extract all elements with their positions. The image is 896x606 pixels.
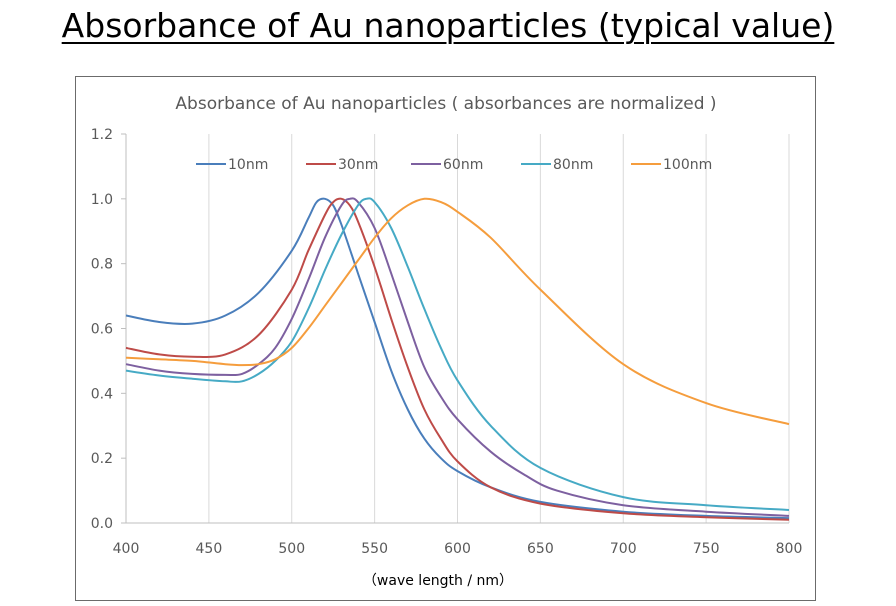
y-tick-label: 0.4 xyxy=(91,386,113,402)
legend-label-10nm: 10nm xyxy=(228,157,268,173)
y-tick-label: 0.6 xyxy=(91,322,113,338)
x-tick-label: 700 xyxy=(610,541,637,557)
x-tick-label: 450 xyxy=(196,541,223,557)
legend-label-80nm: 80nm xyxy=(553,157,593,173)
axes: 400 450 500 550 600 650 700 750 800 0.0 0.2 0.4 0.6 0… xyxy=(91,127,803,557)
x-tick-label: 600 xyxy=(444,541,471,557)
series xyxy=(125,197,790,521)
series-line-80nm xyxy=(125,197,790,511)
x-axis-label: （wave length / nm） xyxy=(363,573,513,589)
x-tick-label: 750 xyxy=(693,541,720,557)
grid xyxy=(208,134,790,523)
chart-title: Absorbance of Au nanoparticles ( absorba… xyxy=(175,94,716,114)
series-line-100nm xyxy=(125,197,790,426)
legend: 10nm 30nm 60nm 80nm 100nm xyxy=(196,157,712,173)
legend-label-30nm: 30nm xyxy=(338,157,378,173)
x-tick-label: 800 xyxy=(776,541,803,557)
y-tick-label: 1.2 xyxy=(91,127,113,143)
x-tick-label: 400 xyxy=(113,541,140,557)
y-tick-label: 0.8 xyxy=(91,257,113,273)
page-title: Absorbance of Au nanoparticles (typical … xyxy=(61,6,835,45)
series-line-30nm xyxy=(125,197,790,521)
chart-area: Absorbance of Au nanoparticles ( absorba… xyxy=(75,76,816,601)
y-tick-label: 1.0 xyxy=(91,192,113,208)
x-tick-label: 500 xyxy=(278,541,305,557)
y-tick-label: 0.2 xyxy=(91,451,113,467)
legend-label-60nm: 60nm xyxy=(443,157,483,173)
legend-label-100nm: 100nm xyxy=(663,157,712,173)
x-tick-label: 650 xyxy=(527,541,554,557)
line-chart: Absorbance of Au nanoparticles ( absorba… xyxy=(91,94,803,589)
series-line-10nm xyxy=(125,197,790,520)
x-tick-label: 550 xyxy=(361,541,388,557)
series-line-60nm xyxy=(125,197,790,517)
y-tick-label: 0.0 xyxy=(91,516,113,532)
